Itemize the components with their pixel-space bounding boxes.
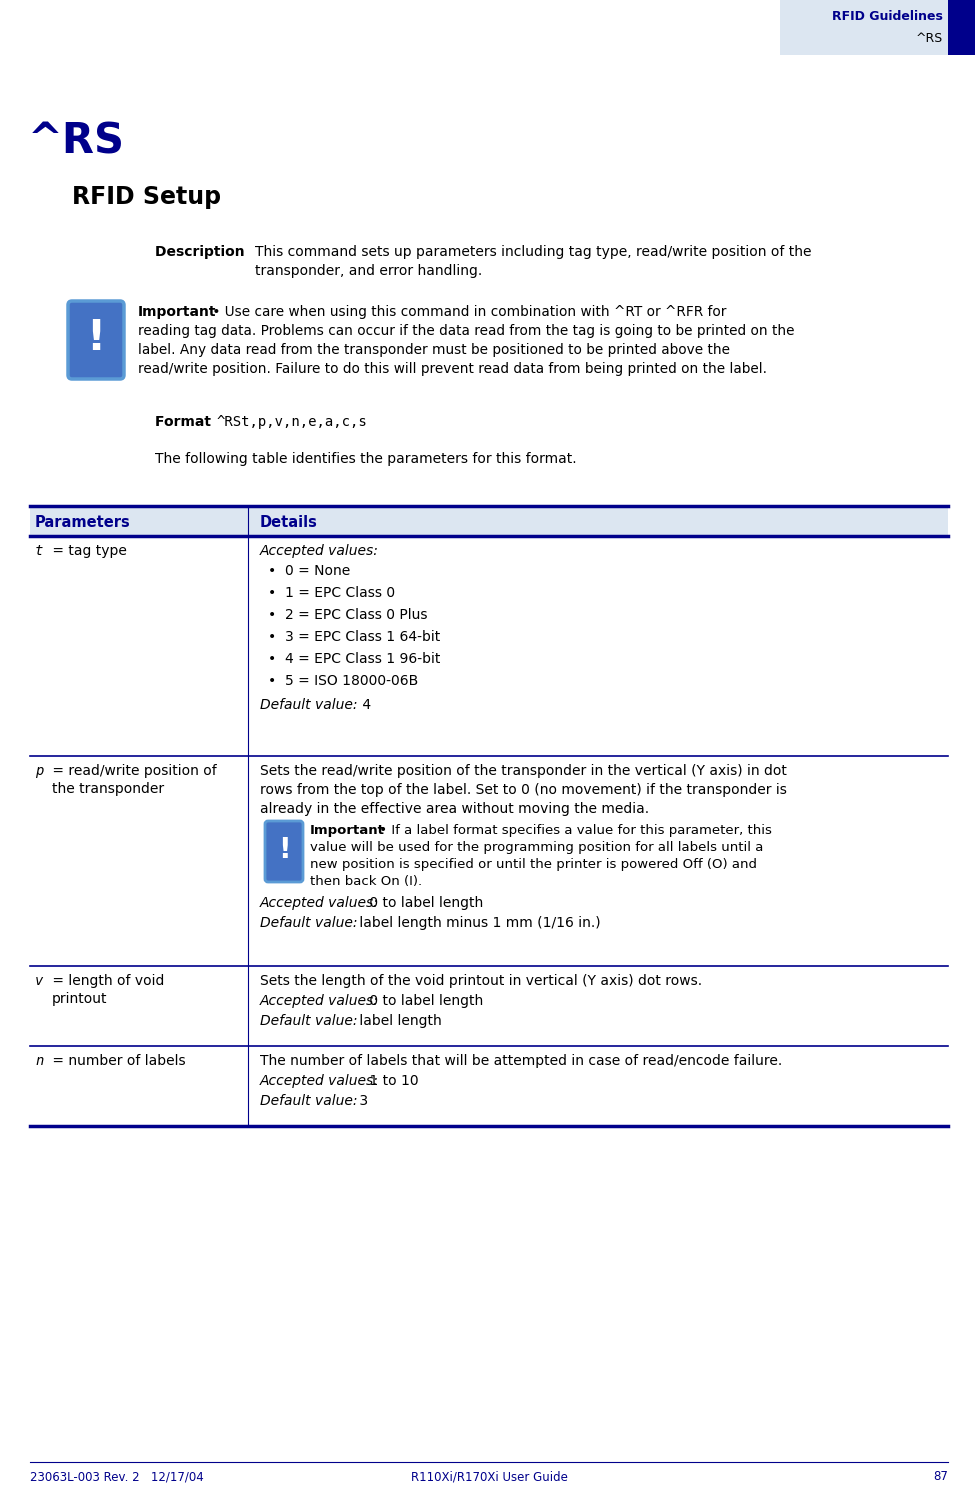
Text: Default value:: Default value: — [260, 1014, 358, 1028]
Text: •  3 = EPC Class 1 64-bit: • 3 = EPC Class 1 64-bit — [268, 631, 441, 644]
Text: RFID Setup: RFID Setup — [72, 184, 221, 210]
Text: !: ! — [87, 318, 105, 360]
Text: then back On (I).: then back On (I). — [310, 875, 422, 888]
Text: The following table identifies the parameters for this format.: The following table identifies the param… — [155, 452, 576, 466]
Text: Accepted values:: Accepted values: — [260, 1074, 379, 1088]
FancyBboxPatch shape — [68, 301, 124, 379]
Text: new position is specified or until the printer is powered Off (O) and: new position is specified or until the p… — [310, 858, 757, 870]
Bar — [30, 506, 948, 536]
Text: Default value:: Default value: — [260, 698, 358, 712]
Text: 0 to label length: 0 to label length — [365, 995, 484, 1008]
Bar — [948, 0, 975, 55]
Text: label. Any data read from the transponder must be positioned to be printed above: label. Any data read from the transponde… — [138, 343, 730, 357]
Text: reading tag data. Problems can occur if the data read from the tag is going to b: reading tag data. Problems can occur if … — [138, 324, 795, 339]
Text: Description: Description — [155, 246, 254, 259]
Bar — [780, 0, 948, 55]
Text: = number of labels: = number of labels — [48, 1055, 185, 1068]
Text: = read/write position of: = read/write position of — [48, 764, 216, 777]
Text: 23063L-003 Rev. 2   12/17/04: 23063L-003 Rev. 2 12/17/04 — [30, 1470, 204, 1483]
Text: !: ! — [278, 836, 291, 864]
Text: label length: label length — [355, 1014, 442, 1028]
Text: ^RSt,p,v,n,e,a,c,s: ^RSt,p,v,n,e,a,c,s — [217, 415, 368, 428]
Text: Accepted values:: Accepted values: — [260, 995, 379, 1008]
Text: label length minus 1 mm (1/16 in.): label length minus 1 mm (1/16 in.) — [355, 915, 601, 930]
Text: •  5 = ISO 18000-06B: • 5 = ISO 18000-06B — [268, 674, 418, 688]
Text: Accepted values:: Accepted values: — [260, 544, 379, 557]
Text: The number of labels that will be attempted in case of read/encode failure.: The number of labels that will be attemp… — [260, 1055, 782, 1068]
Text: 1 to 10: 1 to 10 — [365, 1074, 418, 1088]
Text: 0 to label length: 0 to label length — [365, 896, 484, 909]
Text: Default value:: Default value: — [260, 915, 358, 930]
Text: Important: Important — [310, 824, 385, 837]
Text: Parameters: Parameters — [35, 515, 131, 530]
Text: Accepted values:: Accepted values: — [260, 896, 379, 909]
Text: ^RS: ^RS — [916, 31, 943, 45]
Text: 87: 87 — [933, 1470, 948, 1483]
Text: R110Xi/R170Xi User Guide: R110Xi/R170Xi User Guide — [410, 1470, 567, 1483]
Text: This command sets up parameters including tag type, read/write position of the: This command sets up parameters includin… — [255, 246, 811, 259]
Text: value will be used for the programming position for all labels until a: value will be used for the programming p… — [310, 840, 763, 854]
Text: Important: Important — [138, 306, 216, 319]
Text: Format: Format — [155, 415, 220, 428]
Text: ^RS: ^RS — [28, 120, 125, 162]
Text: 3: 3 — [355, 1094, 369, 1109]
Text: Default value:: Default value: — [260, 1094, 358, 1109]
Text: 4: 4 — [358, 698, 371, 712]
Text: v: v — [35, 974, 43, 989]
Text: • Use care when using this command in combination with ^RT or ^RFR for: • Use care when using this command in co… — [208, 306, 726, 319]
FancyBboxPatch shape — [265, 821, 303, 882]
Text: transponder, and error handling.: transponder, and error handling. — [255, 264, 483, 279]
Text: Sets the length of the void printout in vertical (Y axis) dot rows.: Sets the length of the void printout in … — [260, 974, 702, 989]
Text: •  4 = EPC Class 1 96-bit: • 4 = EPC Class 1 96-bit — [268, 652, 441, 667]
Text: RFID Guidelines: RFID Guidelines — [832, 10, 943, 22]
Text: printout: printout — [52, 992, 107, 1007]
Text: the transponder: the transponder — [52, 782, 164, 795]
Text: •  2 = EPC Class 0 Plus: • 2 = EPC Class 0 Plus — [268, 608, 427, 622]
Text: •  1 = EPC Class 0: • 1 = EPC Class 0 — [268, 586, 395, 601]
Text: = tag type: = tag type — [48, 544, 127, 557]
Text: already in the effective area without moving the media.: already in the effective area without mo… — [260, 801, 649, 816]
Text: = length of void: = length of void — [48, 974, 165, 989]
Text: • If a label format specifies a value for this parameter, this: • If a label format specifies a value fo… — [375, 824, 772, 837]
Text: rows from the top of the label. Set to 0 (no movement) if the transponder is: rows from the top of the label. Set to 0… — [260, 783, 787, 797]
Text: •  0 = None: • 0 = None — [268, 565, 350, 578]
Text: read/write position. Failure to do this will prevent read data from being printe: read/write position. Failure to do this … — [138, 363, 767, 376]
Text: Details: Details — [260, 515, 318, 530]
Text: Sets the read/write position of the transponder in the vertical (Y axis) in dot: Sets the read/write position of the tran… — [260, 764, 787, 777]
Text: p: p — [35, 764, 43, 777]
Text: t: t — [35, 544, 43, 557]
Text: n: n — [35, 1055, 43, 1068]
